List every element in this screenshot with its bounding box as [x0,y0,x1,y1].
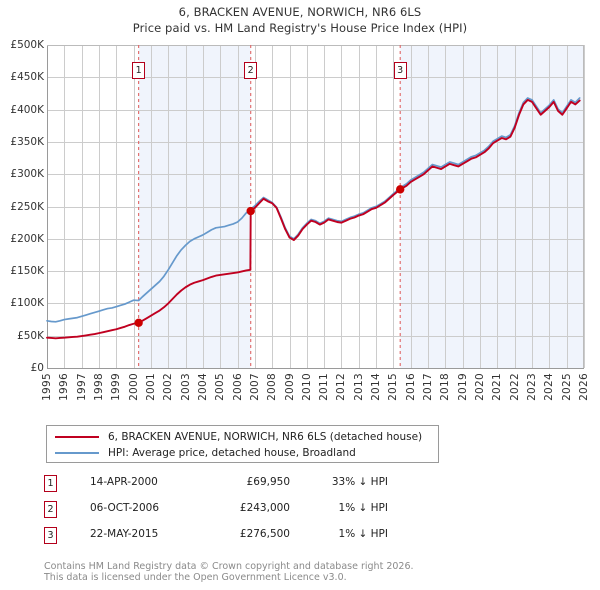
chart-canvas [46,45,585,369]
page-title: 6, BRACKEN AVENUE, NORWICH, NR6 6LS [178,5,422,19]
transaction-date-3: 22-MAY-2015 [90,528,159,540]
transaction-badge-2: 2 [44,501,57,518]
transaction-date-2: 06-OCT-2006 [90,502,159,514]
transaction-badge-1: 1 [44,475,57,492]
transaction-hpi-delta-1: 33% ↓ HPI [331,476,388,488]
legend-label-price-paid: 6, BRACKEN AVENUE, NORWICH, NR6 6LS (det… [108,431,423,443]
table-row: 3 22-MAY-2015 £276,500 1% ↓ HPI [44,524,464,550]
transaction-badge-3: 3 [44,527,57,544]
legend-label-hpi: HPI: Average price, detached house, Broa… [108,447,356,459]
footer-attribution: Contains HM Land Registry data © Crown c… [44,561,564,583]
transaction-hpi-delta-3: 1% ↓ HPI [338,528,388,540]
legend-swatch-price-paid [55,436,99,438]
transaction-hpi-delta-2: 1% ↓ HPI [338,502,388,514]
legend-item-hpi: HPI: Average price, detached house, Broa… [55,446,356,460]
table-row: 1 14-APR-2000 £69,950 33% ↓ HPI [44,472,464,498]
chart-legend: 6, BRACKEN AVENUE, NORWICH, NR6 6LS (det… [46,425,439,463]
transaction-price-1: £69,950 [246,476,290,488]
table-row: 2 06-OCT-2006 £243,000 1% ↓ HPI [44,498,464,524]
transaction-price-3: £276,500 [239,528,290,540]
footer-line-1: Contains HM Land Registry data © Crown c… [44,561,414,572]
title-block: 6, BRACKEN AVENUE, NORWICH, NR6 6LS Pric… [0,4,600,36]
transaction-price-2: £243,000 [239,502,290,514]
footer-line-2: This data is licensed under the Open Gov… [44,572,347,583]
legend-item-price-paid: 6, BRACKEN AVENUE, NORWICH, NR6 6LS (det… [55,430,422,444]
page-subtitle: Price paid vs. HM Land Registry's House … [132,21,468,35]
chart-area: £0 £50K £100K £150K £200K £250K £300K £350K £400… [10,40,590,401]
legend-swatch-hpi [55,452,99,454]
transaction-date-1: 14-APR-2000 [90,476,158,488]
transactions-table: 1 14-APR-2000 £69,950 33% ↓ HPI 2 06-OCT… [44,472,464,550]
